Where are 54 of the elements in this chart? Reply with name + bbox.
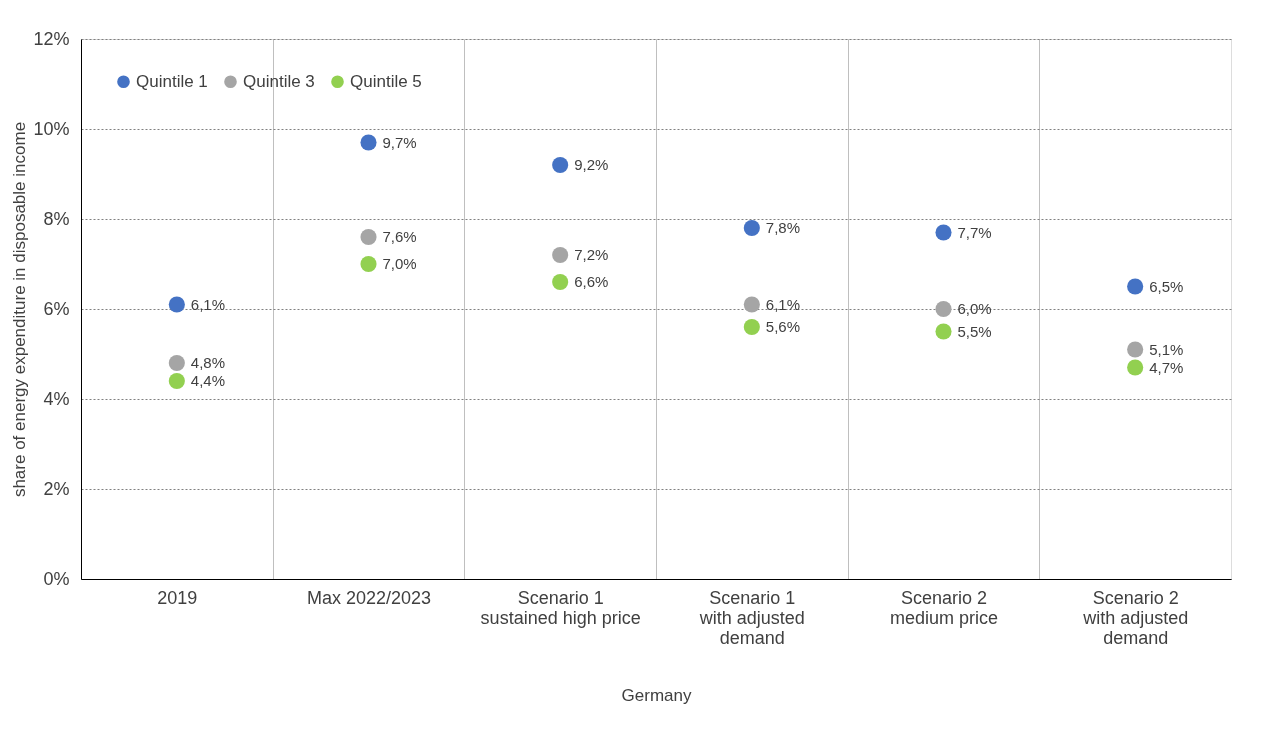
point	[168, 372, 185, 390]
point	[360, 134, 377, 151]
point	[552, 156, 569, 174]
y-tick-label: 12%	[33, 28, 70, 49]
x-tick-label: Scenario 2 with adjusted demand	[1082, 587, 1189, 648]
data-label: 7,0%	[382, 255, 417, 272]
data-label: 7,8%	[765, 219, 801, 236]
point	[935, 323, 952, 340]
point	[552, 273, 569, 291]
legend-label: Quintile 1	[136, 71, 208, 91]
y-axis-title: share of energy expenditure in disposable income	[10, 121, 30, 498]
point	[552, 246, 569, 264]
y-tick-label: 0%	[43, 568, 70, 589]
point	[1127, 341, 1144, 358]
x-tick-label: Max 2022/2023	[306, 587, 432, 608]
data-label: 7,6%	[382, 228, 417, 245]
point	[935, 300, 952, 318]
data-label: 6,1%	[765, 295, 801, 313]
data-label: 9,2%	[574, 156, 609, 173]
x-tick-label: Scenario 2 medium price	[889, 587, 999, 628]
data-label: 5,6%	[765, 318, 801, 335]
x-tick-label: Scenario 1 sustained high price	[480, 587, 641, 628]
point	[935, 224, 952, 241]
y-tick-label: 2%	[43, 478, 70, 499]
data-label: 4,7%	[1149, 358, 1184, 376]
point	[743, 219, 760, 237]
point	[743, 318, 760, 336]
y-tick-label: 8%	[43, 208, 70, 229]
data-label: 7,2%	[574, 246, 609, 263]
point	[1127, 359, 1144, 376]
legend-label: Quintile 5	[350, 71, 422, 91]
data-label: 4,8%	[190, 354, 226, 371]
x-axis-title: Germany	[621, 685, 692, 705]
data-label: 9,7%	[382, 133, 417, 151]
data-label: 6,5%	[1149, 277, 1184, 295]
point	[168, 354, 185, 372]
x-tick-label: Scenario 1 with adjusted demand	[698, 587, 805, 648]
y-tick-label: 10%	[33, 118, 70, 139]
data-label: 5,5%	[957, 322, 992, 340]
point	[743, 296, 760, 313]
x-tick-label: 2019	[157, 587, 198, 608]
y-tick-label: 4%	[43, 388, 70, 409]
point	[360, 228, 377, 246]
data-label: 6,1%	[190, 295, 226, 313]
y-tick-label: 6%	[43, 298, 70, 319]
data-label: 6,6%	[574, 273, 609, 290]
data-label: 5,1%	[1149, 340, 1184, 358]
point	[360, 255, 377, 273]
point	[168, 296, 185, 313]
point	[1127, 278, 1144, 295]
legend-label: Quintile 3	[243, 71, 315, 91]
data-label: 7,7%	[957, 223, 992, 241]
data-label: 4,4%	[190, 372, 226, 389]
data-label: 6,0%	[957, 300, 992, 317]
